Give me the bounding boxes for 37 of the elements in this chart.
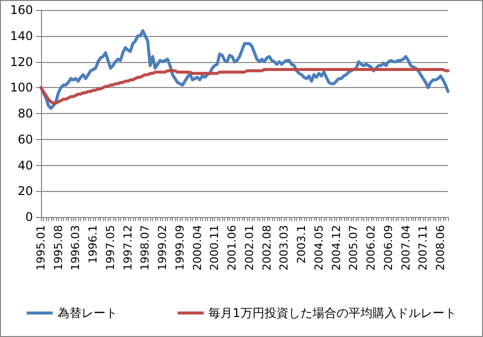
y-tick-label: 160 — [10, 3, 33, 17]
x-tick-label: 1996.1 — [86, 225, 100, 264]
x-tick-label: 2008.06 — [434, 225, 448, 270]
x-tick-label: 2007.04 — [399, 225, 412, 270]
legend-label: 為替レート — [58, 306, 118, 320]
y-tick-label: 60 — [18, 132, 33, 146]
x-tick-label: 1997.05 — [104, 225, 117, 270]
y-tick-label: 0 — [25, 210, 33, 224]
x-tick-label: 1997.12 — [121, 225, 134, 270]
y-tick-label: 80 — [18, 106, 33, 120]
x-tick-label: 1999.09 — [173, 225, 186, 270]
x-tick-label: 1995.08 — [52, 225, 65, 270]
x-tick-label: 2002.01 — [242, 225, 256, 270]
x-tick-label: 2002.08 — [260, 225, 274, 270]
x-tick-label: 1995.01 — [34, 225, 48, 270]
y-tick-label: 20 — [18, 184, 33, 198]
line-series — [40, 68, 450, 105]
legend-label: 毎月1万円投資した場合の平均購入ドルレート — [208, 306, 456, 320]
x-tick-label: 1998.07 — [138, 225, 152, 270]
x-tick-label: 2005.07 — [347, 225, 360, 270]
x-tick-label: 1996.03 — [69, 225, 82, 270]
x-tick-label: 2006.02 — [364, 225, 378, 270]
x-tick-label: 2003.03 — [278, 225, 291, 270]
x-tick-label: 2000.04 — [190, 225, 204, 270]
x-tick-label: 2004.05 — [312, 225, 326, 270]
x-tick-label: 2004.12 — [330, 225, 343, 270]
line-series — [40, 29, 450, 110]
x-tick-label: 2001.06 — [226, 225, 239, 270]
x-tick-label: 1999.02 — [156, 225, 170, 270]
x-tick-label: 2000.11 — [208, 225, 222, 270]
x-tick-label: 2006.09 — [382, 225, 395, 270]
y-tick-label: 120 — [10, 54, 33, 69]
y-tick-label: 40 — [18, 158, 33, 172]
x-tick-label: 2007.11 — [416, 225, 430, 270]
y-tick-label: 100 — [10, 80, 33, 95]
y-tick-label: 140 — [10, 28, 33, 43]
x-tick-label: 2003.1 — [295, 225, 308, 264]
